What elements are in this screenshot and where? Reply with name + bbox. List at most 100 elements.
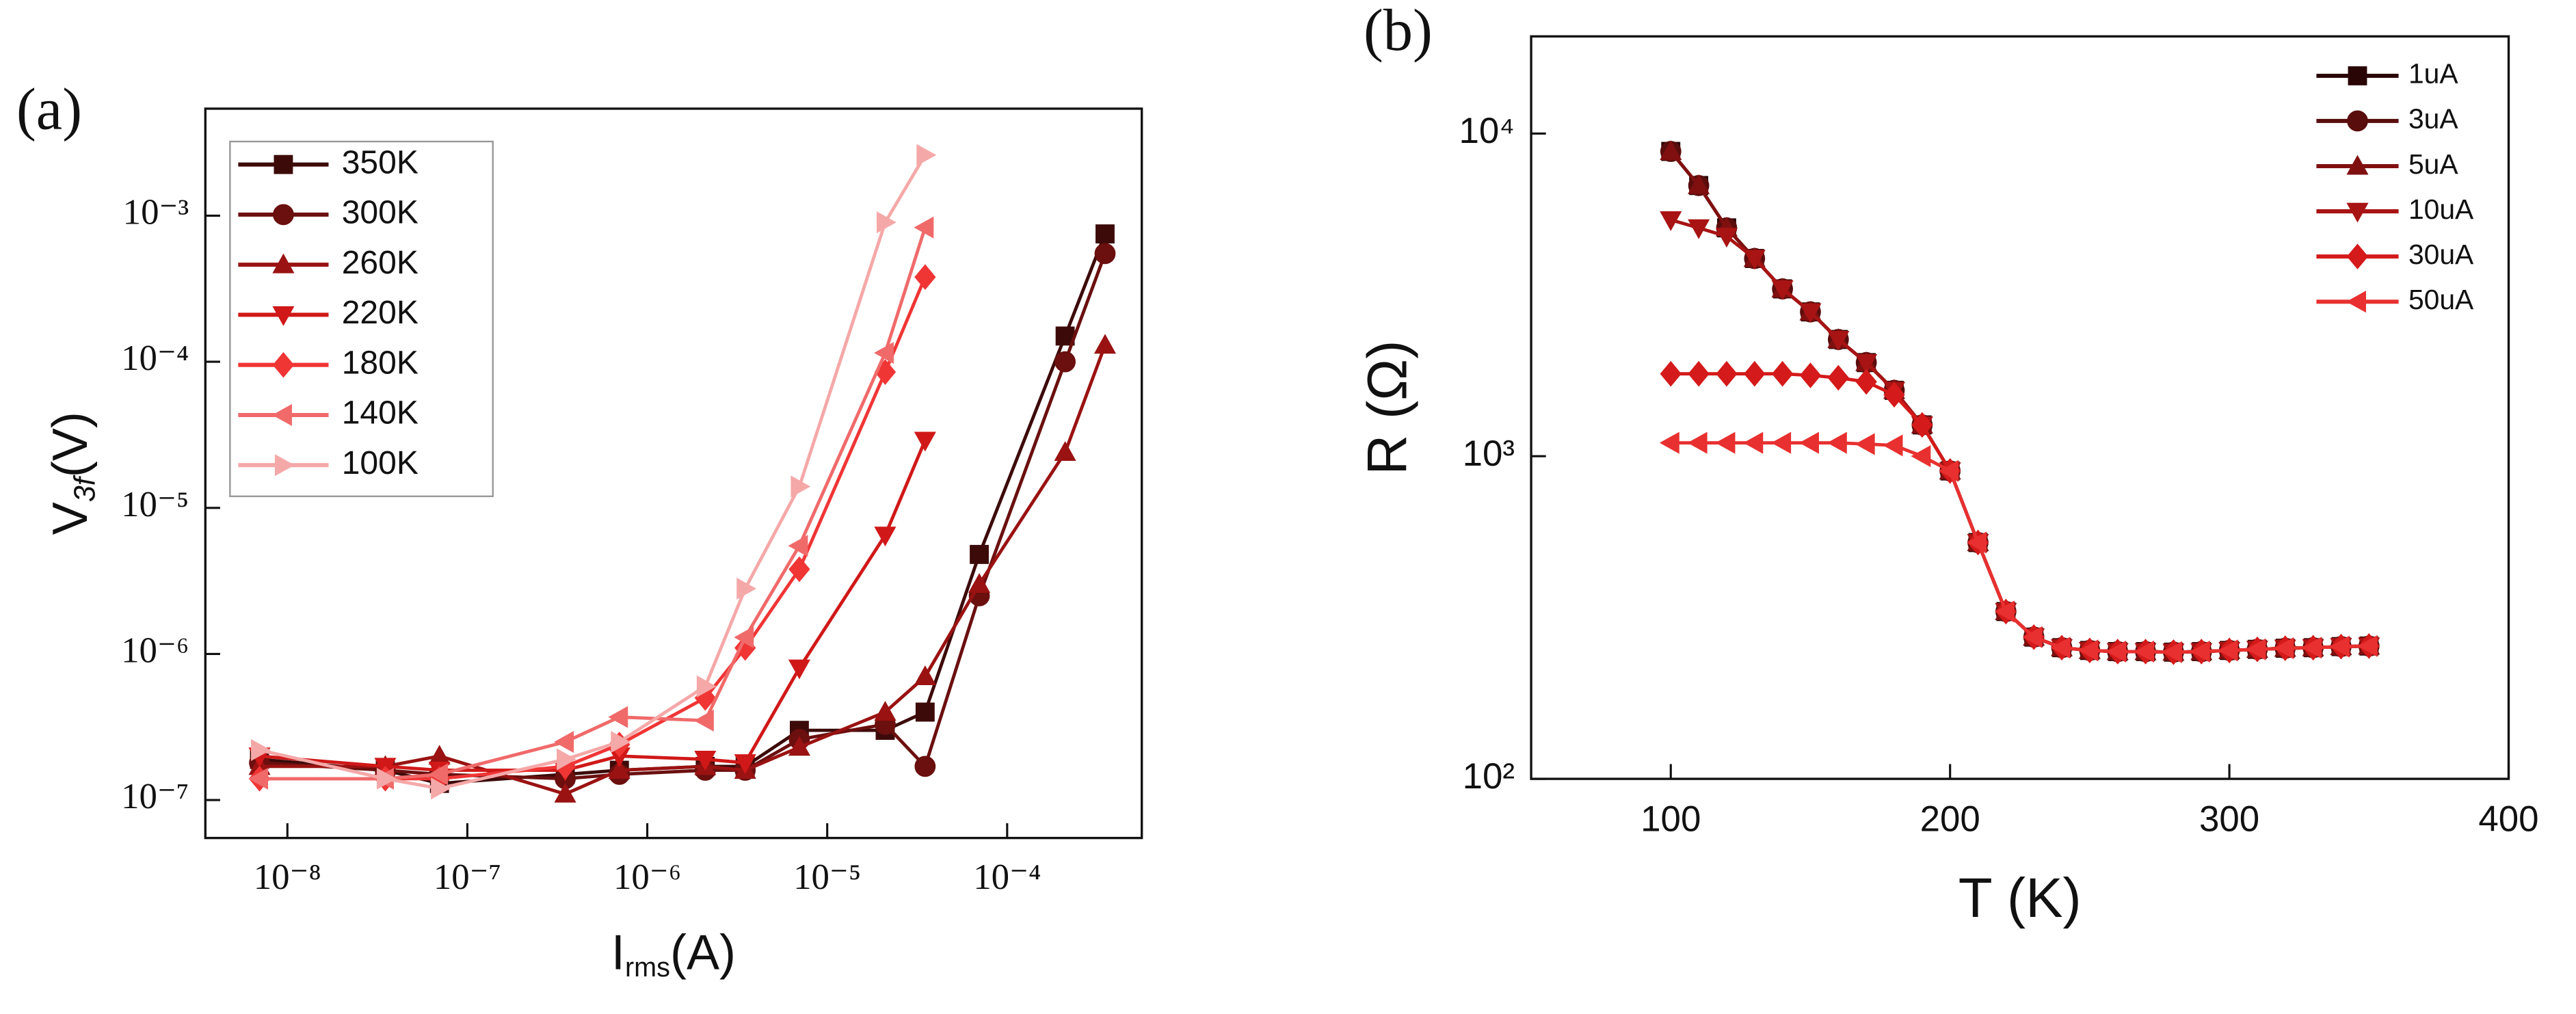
marker xyxy=(1743,250,1766,270)
marker xyxy=(788,556,810,583)
y-tick-label: 10⁻⁵ xyxy=(121,485,189,524)
y-axis-label-part: V xyxy=(43,502,98,535)
marker xyxy=(1771,280,1794,300)
series-line xyxy=(259,276,927,781)
legend-marker xyxy=(274,454,295,477)
marker xyxy=(1715,431,1736,454)
legend-marker xyxy=(2346,202,2369,223)
legend-box xyxy=(229,140,494,498)
marker xyxy=(874,342,894,364)
marker xyxy=(1716,360,1738,387)
x-axis-label: Irms(A) xyxy=(611,926,736,983)
marker xyxy=(428,745,451,765)
x-tick-label: 10⁻⁷ xyxy=(434,857,501,897)
marker xyxy=(788,736,810,756)
marker xyxy=(428,763,449,786)
series-line xyxy=(1671,441,2369,654)
y-axis-label: V3f(V) xyxy=(43,412,102,535)
marker xyxy=(376,767,397,790)
legend-label: 140K xyxy=(342,395,419,431)
marker xyxy=(2050,637,2071,659)
marker xyxy=(1093,334,1117,354)
legend-marker xyxy=(274,155,293,174)
marker xyxy=(2302,637,2322,659)
marker xyxy=(2162,641,2182,663)
y-tick-label: 10³ xyxy=(1463,433,1515,474)
y-tick-label: 10⁻⁶ xyxy=(121,631,189,671)
x-axis-label-part: rms xyxy=(625,952,670,983)
marker xyxy=(876,211,897,234)
marker xyxy=(1771,360,1794,387)
marker xyxy=(1054,351,1076,373)
marker xyxy=(736,577,757,600)
legend-marker xyxy=(272,253,295,273)
marker xyxy=(1688,360,1710,387)
marker xyxy=(1688,219,1710,239)
marker xyxy=(608,706,628,728)
marker xyxy=(2022,626,2043,648)
x-tick-label: 10⁻⁵ xyxy=(793,857,861,897)
legend-marker xyxy=(2347,110,2368,132)
marker xyxy=(2330,635,2350,658)
y-axis-label: R (Ω) xyxy=(1356,341,1418,475)
x-axis-label-part: (A) xyxy=(670,926,736,980)
marker xyxy=(2357,635,2378,657)
legend-marker xyxy=(2348,66,2367,85)
panel-label: (a) xyxy=(16,76,82,142)
marker xyxy=(1660,140,1682,160)
y-axis-label-part: 3f xyxy=(69,475,102,502)
marker xyxy=(914,665,936,686)
marker xyxy=(1743,431,1764,454)
marker xyxy=(1799,303,1822,323)
series-line xyxy=(259,226,927,781)
marker xyxy=(1744,360,1766,387)
marker xyxy=(1911,412,1933,438)
marker xyxy=(1799,431,1819,454)
marker xyxy=(970,544,989,564)
marker xyxy=(914,431,936,452)
marker xyxy=(608,759,630,779)
legend-label: 10uA xyxy=(2408,194,2474,225)
marker xyxy=(914,756,936,777)
legend-label: 5uA xyxy=(2408,148,2458,180)
marker xyxy=(1911,445,1931,468)
marker xyxy=(874,526,897,547)
plot-frame xyxy=(1530,35,2510,780)
marker xyxy=(2190,640,2210,663)
x-tick-label: 10⁻⁶ xyxy=(613,857,681,897)
marker xyxy=(2106,640,2127,663)
marker xyxy=(1096,224,1115,244)
marker xyxy=(2274,637,2294,660)
x-axis-label: T (K) xyxy=(1958,867,2082,929)
marker xyxy=(734,626,754,649)
y-tick-label: 10⁻⁴ xyxy=(121,338,189,378)
marker xyxy=(788,535,808,557)
legend-label: 180K xyxy=(342,345,419,381)
marker xyxy=(694,751,717,771)
marker xyxy=(1715,228,1738,248)
series-line xyxy=(259,440,927,772)
marker xyxy=(248,767,269,790)
legend-label: 300K xyxy=(342,195,419,231)
marker xyxy=(1827,364,1849,391)
marker xyxy=(696,675,717,697)
plot-frame xyxy=(204,107,1143,840)
marker xyxy=(914,216,934,239)
legend-marker xyxy=(272,351,295,378)
legend-marker xyxy=(2346,243,2369,269)
marker xyxy=(1939,459,1959,482)
marker xyxy=(1799,362,1822,388)
y-axis-label-part: (V) xyxy=(43,412,98,477)
marker xyxy=(1855,353,1878,374)
legend-label: 100K xyxy=(342,445,419,481)
marker xyxy=(791,475,811,498)
legend-marker xyxy=(273,204,294,226)
marker xyxy=(1967,531,1987,554)
marker xyxy=(968,573,991,593)
marker xyxy=(1855,433,1875,455)
marker xyxy=(2134,640,2155,663)
series-line xyxy=(1669,150,2369,654)
legend-label: 260K xyxy=(342,245,419,281)
marker xyxy=(1827,431,1847,454)
